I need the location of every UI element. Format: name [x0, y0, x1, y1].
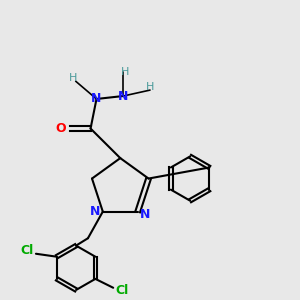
Text: N: N — [90, 205, 100, 218]
Text: H: H — [121, 68, 129, 77]
Text: O: O — [56, 122, 66, 135]
Text: N: N — [91, 92, 102, 106]
Text: Cl: Cl — [116, 284, 129, 297]
Text: H: H — [146, 82, 154, 92]
Text: N: N — [118, 89, 128, 103]
Text: Cl: Cl — [20, 244, 34, 257]
Text: N: N — [140, 208, 150, 221]
Text: H: H — [68, 73, 77, 83]
